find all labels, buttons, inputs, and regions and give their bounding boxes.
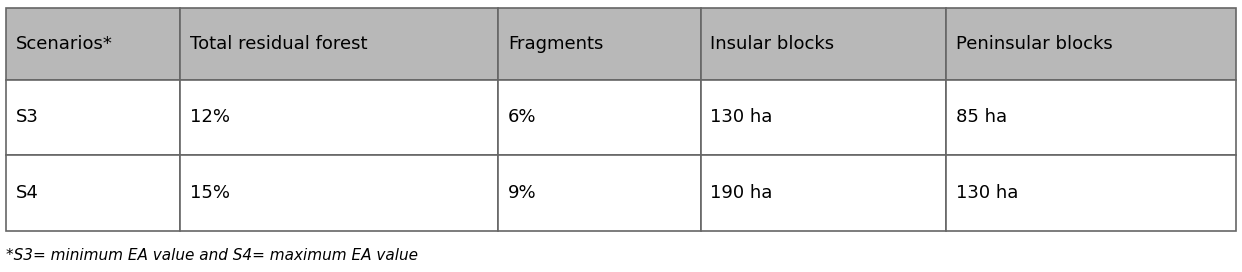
Text: 15%: 15% — [190, 184, 230, 202]
Text: Peninsular blocks: Peninsular blocks — [956, 35, 1113, 53]
Bar — [946, 155, 1236, 231]
Bar — [6, 79, 180, 155]
Bar — [6, 8, 180, 79]
Text: Total residual forest: Total residual forest — [190, 35, 368, 53]
Bar — [498, 155, 700, 231]
Bar — [700, 8, 946, 79]
Text: 190 ha: 190 ha — [710, 184, 773, 202]
Text: Insular blocks: Insular blocks — [710, 35, 835, 53]
Text: S4: S4 — [16, 184, 39, 202]
Bar — [700, 155, 946, 231]
Text: 12%: 12% — [190, 109, 230, 126]
Bar — [700, 79, 946, 155]
Bar — [180, 79, 498, 155]
Text: Fragments: Fragments — [508, 35, 604, 53]
Bar — [946, 8, 1236, 79]
Text: 6%: 6% — [508, 109, 537, 126]
Bar — [180, 155, 498, 231]
Bar — [180, 8, 498, 79]
Text: 130 ha: 130 ha — [956, 184, 1018, 202]
Text: *S3= minimum EA value and S4= maximum EA value: *S3= minimum EA value and S4= maximum EA… — [6, 248, 419, 263]
Bar — [946, 79, 1236, 155]
Bar — [6, 155, 180, 231]
Text: 130 ha: 130 ha — [710, 109, 773, 126]
Bar — [498, 79, 700, 155]
Text: 85 ha: 85 ha — [956, 109, 1007, 126]
Text: Scenarios*: Scenarios* — [16, 35, 113, 53]
Text: S3: S3 — [16, 109, 39, 126]
Bar — [498, 8, 700, 79]
Text: 9%: 9% — [508, 184, 537, 202]
